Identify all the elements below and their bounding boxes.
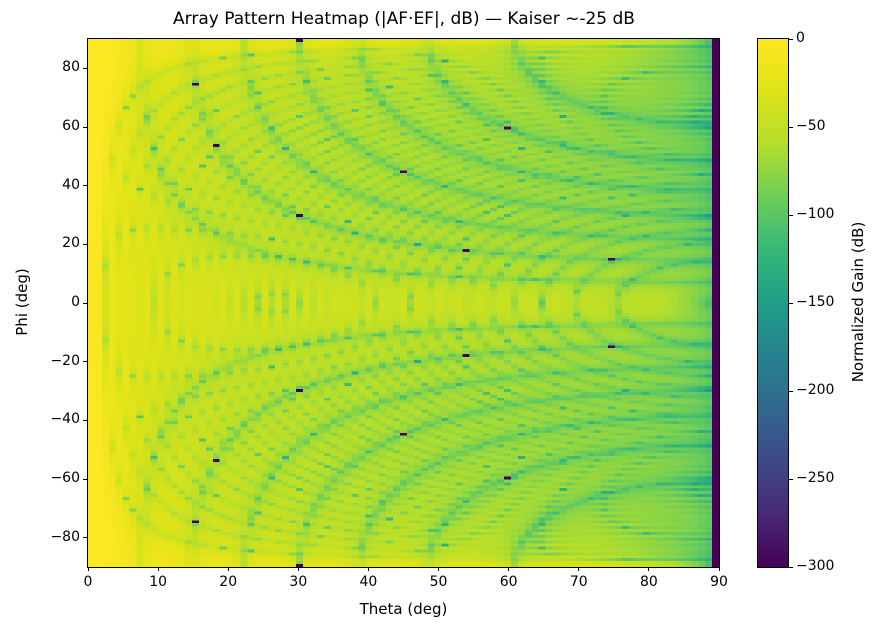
chart-title: Array Pattern Heatmap (|AF·EF|, dB) — Ka… <box>173 9 635 29</box>
x-tick-mark <box>227 567 229 571</box>
colorbar-tick-mark <box>789 302 793 304</box>
y-tick-mark <box>83 243 87 245</box>
colorbar-tick-mark <box>789 214 793 216</box>
x-tick-label: 20 <box>219 574 238 590</box>
y-tick-label: −80 <box>50 528 80 545</box>
colorbar-gradient <box>758 39 788 567</box>
y-tick-mark <box>83 361 87 363</box>
x-tick-label: 70 <box>569 574 588 590</box>
colorbar-tick-label: −50 <box>796 118 826 134</box>
y-tick-mark <box>83 126 87 128</box>
colorbar-tick-mark <box>789 478 793 480</box>
y-tick-label: −20 <box>50 352 80 369</box>
x-tick-label: 80 <box>639 574 658 590</box>
x-tick-mark <box>648 567 650 571</box>
x-tick-label: 90 <box>710 574 728 590</box>
y-tick-mark <box>83 302 87 304</box>
y-tick-mark <box>83 185 87 187</box>
y-tick-label: 60 <box>62 118 80 134</box>
colorbar-tick-label: 0 <box>796 30 805 46</box>
x-tick-label: 60 <box>499 574 518 590</box>
x-tick-label: 30 <box>289 574 308 590</box>
x-tick-mark <box>718 567 720 571</box>
x-tick-mark <box>87 567 89 571</box>
y-tick-label: 20 <box>62 235 80 252</box>
colorbar-tick-mark <box>789 566 793 568</box>
x-tick-mark <box>438 567 440 571</box>
y-tick-label: −40 <box>50 411 80 428</box>
x-tick-mark <box>367 567 369 571</box>
y-axis-label: Phi (deg) <box>13 268 31 336</box>
x-tick-mark <box>297 567 299 571</box>
y-tick-mark <box>83 478 87 480</box>
y-tick-label: 40 <box>62 176 80 193</box>
heatmap-canvas <box>88 39 719 567</box>
x-axis-label: Theta (deg) <box>359 600 448 618</box>
y-tick-mark <box>83 67 87 69</box>
y-tick-label: −60 <box>50 470 80 486</box>
heatmap-plot <box>87 38 720 568</box>
y-tick-mark <box>83 537 87 539</box>
colorbar-tick-mark <box>789 390 793 392</box>
x-tick-label: 10 <box>149 574 168 590</box>
colorbar-tick-label: −300 <box>796 558 835 574</box>
y-tick-label: 0 <box>71 294 80 310</box>
colorbar-tick-label: −200 <box>796 382 835 398</box>
x-tick-mark <box>157 567 159 571</box>
x-tick-label: 0 <box>83 574 93 590</box>
colorbar-tick-label: −100 <box>796 206 835 222</box>
x-tick-label: 40 <box>359 574 378 590</box>
x-tick-mark <box>508 567 510 571</box>
colorbar-tick-label: −150 <box>796 294 835 310</box>
y-tick-mark <box>83 419 87 421</box>
colorbar-label: Normalized Gain (dB) <box>849 221 867 383</box>
colorbar <box>757 38 789 568</box>
colorbar-tick-label: −250 <box>796 470 835 486</box>
colorbar-tick-mark <box>789 126 793 128</box>
x-tick-label: 50 <box>429 574 448 590</box>
x-tick-mark <box>578 567 580 571</box>
colorbar-tick-mark <box>789 38 793 40</box>
y-tick-label: 80 <box>62 59 80 76</box>
